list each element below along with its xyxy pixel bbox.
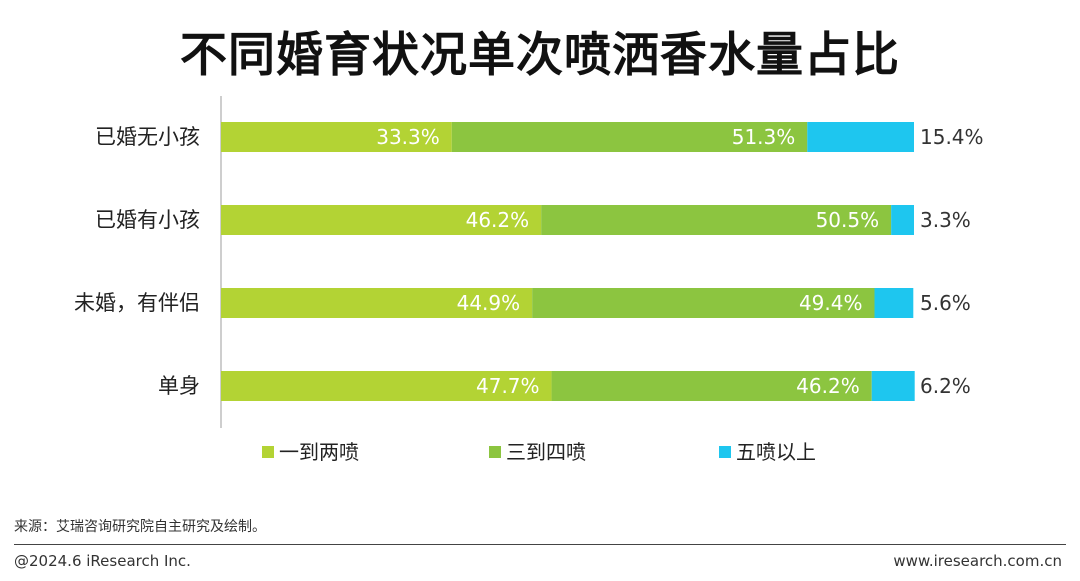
bar-segment (221, 288, 533, 318)
bar-segment (451, 122, 808, 152)
bar-segment (221, 371, 552, 401)
data-label: 33.3% (376, 125, 440, 149)
legend-swatch (719, 446, 731, 458)
bar-segment (221, 122, 452, 152)
data-label: 49.4% (799, 291, 863, 315)
data-label: 47.7% (476, 374, 540, 398)
data-label: 51.3% (732, 125, 796, 149)
data-label: 46.2% (466, 208, 530, 232)
category-label: 已婚无小孩 (95, 125, 200, 149)
legend: 一到两喷 三到四喷 五喷以上 (262, 440, 816, 464)
legend-label: 三到四喷 (506, 440, 586, 464)
category-label: 已婚有小孩 (95, 208, 200, 232)
labels-group: 已婚无小孩 33.3% 51.3% 15.4% 已婚有小孩 46.2% 50.5% 3.3% 未… (74, 125, 984, 398)
bar-segment (541, 205, 892, 235)
footer-divider (14, 544, 1066, 545)
bar-segment (874, 288, 914, 318)
legend-label: 五喷以上 (736, 440, 816, 464)
data-label: 44.9% (457, 291, 521, 315)
bar-segment (871, 371, 915, 401)
data-label: 46.2% (796, 374, 860, 398)
data-label: 6.2% (920, 374, 971, 398)
footer-website: www.iresearch.com.cn (893, 552, 1062, 570)
data-label: 50.5% (816, 208, 880, 232)
source-note: 来源：艾瑞咨询研究院自主研究及绘制。 (14, 519, 266, 535)
data-label: 5.6% (920, 291, 971, 315)
category-label: 单身 (158, 374, 200, 398)
data-label: 3.3% (920, 208, 971, 232)
legend-swatch (489, 446, 501, 458)
bar-segment (221, 205, 542, 235)
bar-segment (532, 288, 875, 318)
legend-swatch (262, 446, 274, 458)
data-label: 15.4% (920, 125, 984, 149)
footer-copyright: @2024.6 iResearch Inc. (14, 552, 191, 570)
bars-group (221, 122, 915, 401)
legend-label: 一到两喷 (279, 440, 359, 464)
bar-segment (891, 205, 914, 235)
bar-segment (551, 371, 872, 401)
chart-title: 不同婚育状况单次喷洒香水量占比 (180, 28, 900, 83)
category-label: 未婚，有伴侣 (74, 291, 200, 315)
bar-segment (807, 122, 914, 152)
